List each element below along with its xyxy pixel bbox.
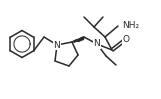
Text: N: N: [94, 40, 100, 49]
Text: O: O: [123, 36, 129, 44]
Text: NH₂: NH₂: [122, 21, 139, 30]
Text: N: N: [54, 40, 60, 50]
